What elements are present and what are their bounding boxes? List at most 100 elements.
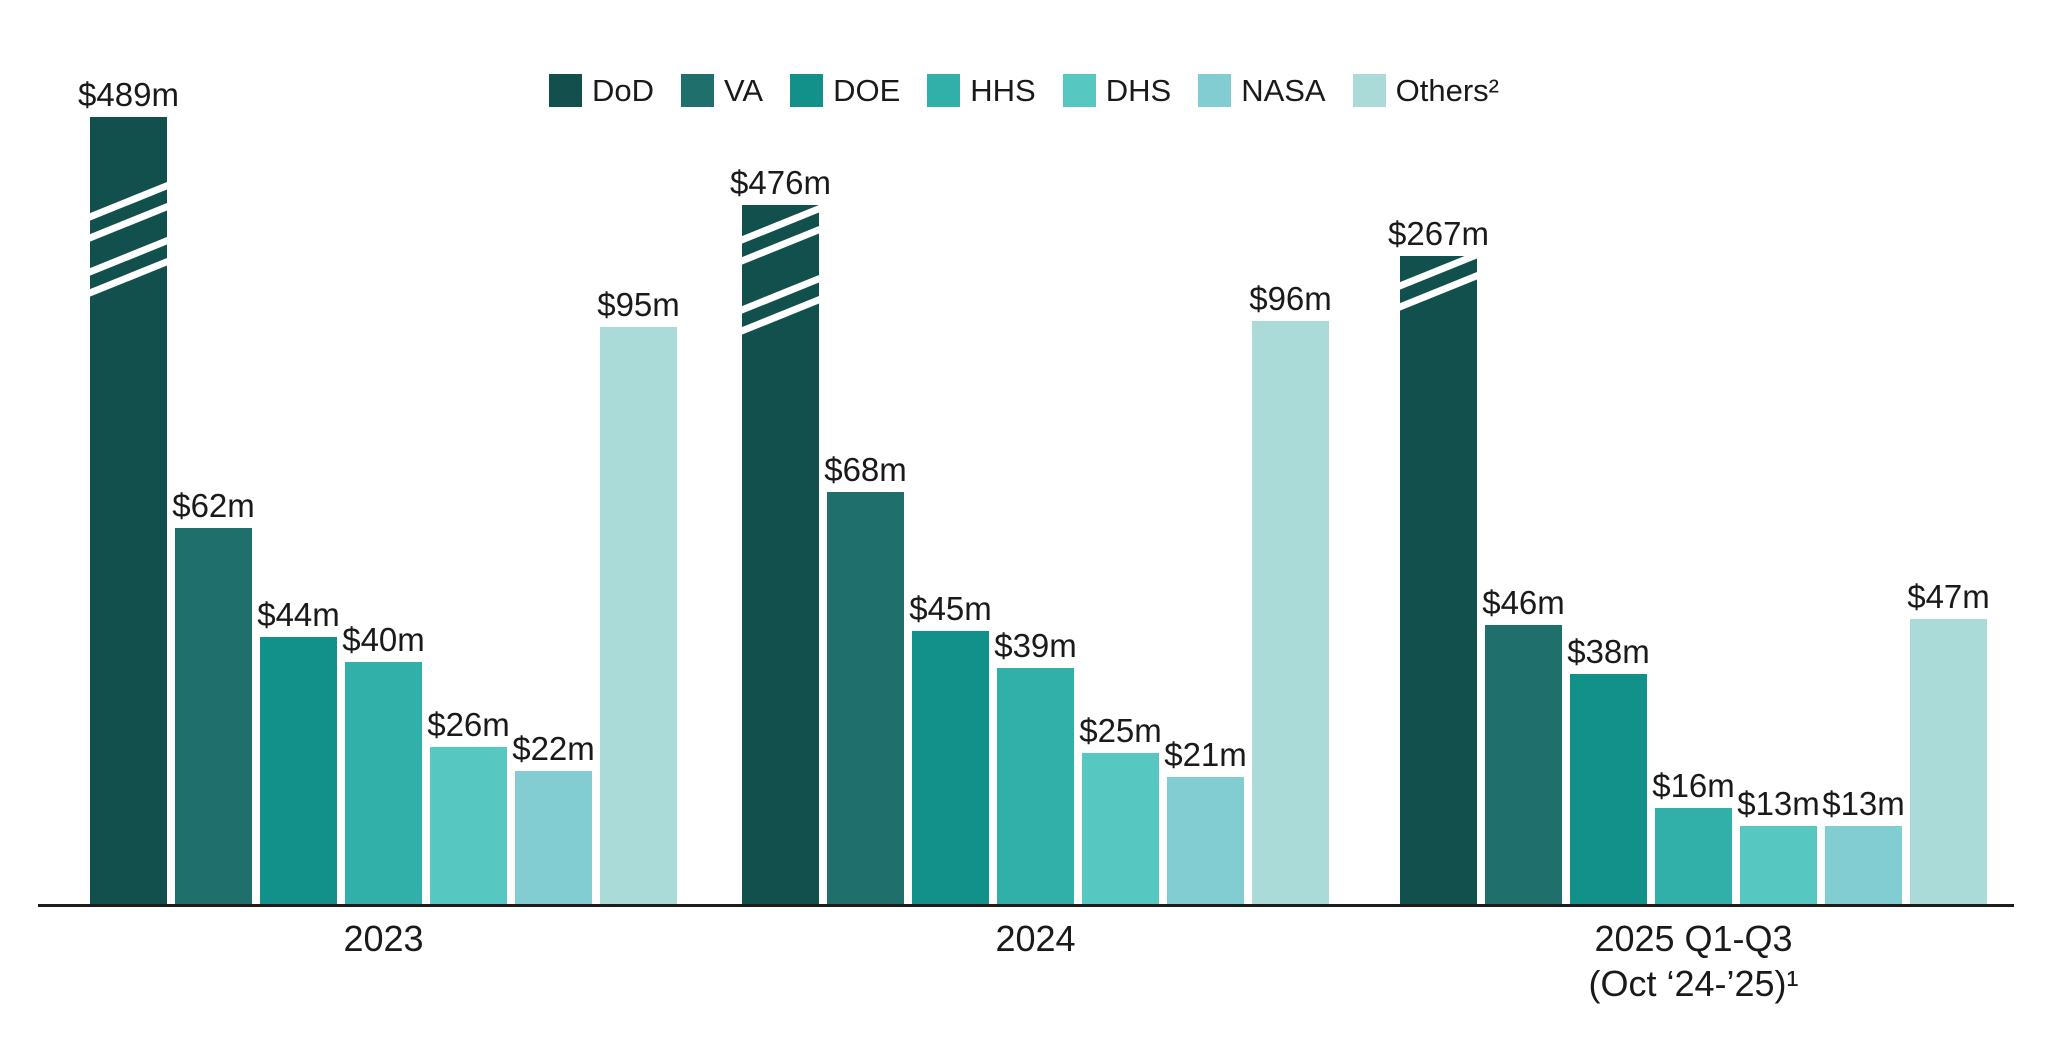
bar-fill: [1485, 625, 1562, 905]
legend-label: DOE: [833, 73, 901, 108]
axis-break-slash-icon: [90, 234, 167, 279]
bar-fill: [997, 668, 1074, 905]
legend-item: Others²: [1352, 73, 1499, 108]
bar: $38m: [1567, 635, 1650, 905]
bar: $45m: [909, 592, 992, 905]
bar-fill: [1740, 826, 1817, 905]
bar-fill: [175, 528, 252, 905]
bar-value-label: $26m: [427, 706, 510, 743]
legend-label: Others²: [1395, 73, 1499, 108]
legend-label: NASA: [1241, 73, 1326, 108]
bar: $16m: [1652, 769, 1735, 905]
bar: $95m: [597, 288, 680, 905]
bar: $13m: [1822, 787, 1905, 905]
bar-fill: [1655, 808, 1732, 905]
bar: $96m: [1249, 282, 1332, 905]
bar-fill: [1252, 321, 1329, 905]
bar: $39m: [994, 629, 1077, 905]
bar-fill: [1910, 619, 1987, 905]
bar-value-label: $40m: [342, 621, 425, 658]
bar-value-label: $21m: [1164, 736, 1247, 773]
bar-value-label: $13m: [1822, 785, 1905, 822]
bar-fill: [912, 631, 989, 905]
legend-label: VA: [724, 73, 764, 108]
bar-fill: [430, 747, 507, 905]
bar-value-label: $476m: [730, 164, 831, 201]
bar-group: $267m $46m $38m $16m $13m $13m $47m: [1388, 217, 1990, 905]
bar-value-label: $25m: [1079, 712, 1162, 749]
x-axis-category-label-line: 2024: [995, 918, 1076, 959]
bar-fill: [90, 117, 167, 905]
bar: $44m: [257, 598, 340, 905]
bar-value-label: $16m: [1652, 767, 1735, 804]
legend-swatch-icon: [1198, 74, 1232, 107]
bar-value-label: $68m: [824, 451, 907, 488]
x-axis-category-label-line: 2025 Q1-Q3: [1594, 918, 1793, 959]
bar: $13m: [1737, 787, 1820, 905]
bar-group: $489m $62m $44m $40m $26m $22m $95m: [78, 78, 680, 905]
legend-item: HHS: [927, 73, 1036, 108]
bar-value-label: $44m: [257, 596, 340, 633]
bar: $46m: [1482, 586, 1565, 905]
legend-label: DoD: [592, 73, 655, 108]
bar-value-label: $47m: [1907, 578, 1990, 615]
legend-item: NASA: [1198, 73, 1326, 108]
bar-value-label: $13m: [1737, 785, 1820, 822]
bar-fill: [827, 492, 904, 905]
legend-item: DOE: [790, 74, 900, 107]
bar-fill: [260, 637, 337, 905]
bar-fill: [600, 327, 677, 905]
bar-value-label: $62m: [172, 487, 255, 524]
x-axis-category-label: 2024: [726, 916, 1346, 961]
legend-label: HHS: [970, 73, 1036, 108]
legend-label: DHS: [1105, 73, 1172, 108]
bar: $489m: [78, 78, 179, 905]
x-axis-category-label: 2023: [74, 916, 694, 961]
bar-fill: [515, 771, 592, 905]
legend-swatch-icon: [1062, 74, 1096, 107]
bar-fill: [1082, 753, 1159, 905]
bar-value-label: $96m: [1249, 280, 1332, 317]
legend-swatch-icon: [790, 74, 824, 107]
bar-fill: [1167, 777, 1244, 905]
bar-group: $476m $68m $45m $39m $25m $21m $96m: [730, 166, 1332, 905]
bar: $68m: [824, 453, 907, 905]
bar: $21m: [1164, 738, 1247, 905]
bar: $25m: [1079, 714, 1162, 905]
bar-fill: [1825, 826, 1902, 905]
bar-value-label: $45m: [909, 590, 992, 627]
legend-swatch-icon: [927, 74, 961, 107]
x-axis-line: [38, 904, 2014, 907]
bar-value-label: $22m: [512, 730, 595, 767]
bar: $267m: [1388, 217, 1489, 905]
bar-value-label: $267m: [1388, 215, 1489, 252]
bar-value-label: $38m: [1567, 633, 1650, 670]
bar: $22m: [512, 732, 595, 905]
bar: $26m: [427, 708, 510, 905]
legend-swatch-icon: [1352, 74, 1386, 107]
legend: DoD VA DOE HHS DHS NASA Others²: [0, 74, 2048, 107]
bar-value-label: $489m: [78, 76, 179, 113]
bar-value-label: $95m: [597, 286, 680, 323]
bar: $62m: [172, 489, 255, 905]
bar: $47m: [1907, 580, 1990, 905]
bar-fill: [1400, 256, 1477, 905]
legend-item: DoD: [549, 74, 654, 107]
axis-break-slash-icon: [90, 179, 167, 224]
bar-fill: [345, 662, 422, 905]
legend-swatch-icon: [549, 74, 583, 107]
x-axis-category-label-line: 2023: [343, 918, 424, 959]
bar-value-label: $46m: [1482, 584, 1565, 621]
bar: $476m: [730, 166, 831, 905]
bar-value-label: $39m: [994, 627, 1077, 664]
legend-item: VA: [681, 74, 763, 107]
legend-swatch-icon: [681, 74, 715, 107]
legend-item: DHS: [1062, 73, 1172, 108]
x-axis-category-label: 2025 Q1-Q3 (Oct ‘24-’25)¹: [1384, 916, 2004, 1006]
x-axis-category-label-line: (Oct ‘24-’25)¹: [1588, 963, 1799, 1004]
axis-break-slash-icon: [742, 272, 819, 317]
bar-fill: [1570, 674, 1647, 905]
bar: $40m: [342, 623, 425, 905]
bar-fill: [742, 205, 819, 905]
